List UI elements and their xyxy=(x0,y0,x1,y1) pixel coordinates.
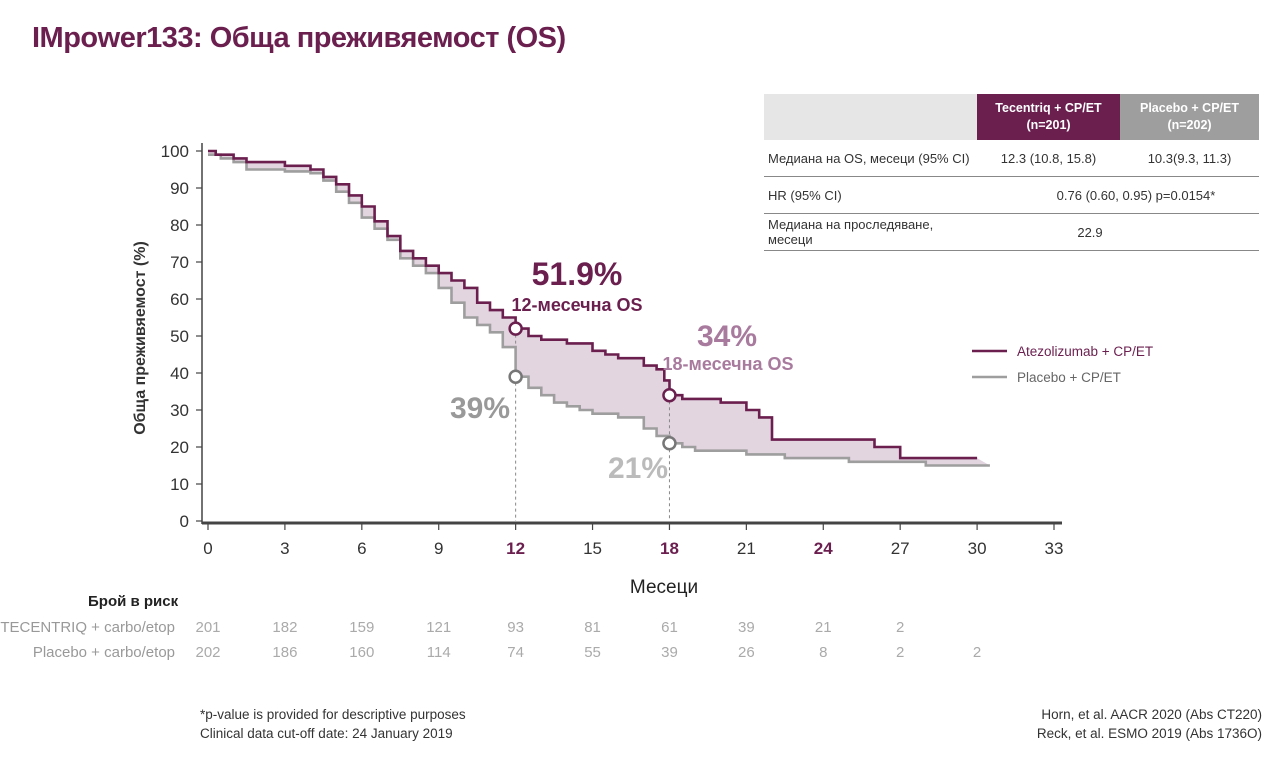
y-tick-label: 10 xyxy=(170,475,189,494)
risk-value: 26 xyxy=(738,644,755,661)
reference-reck: Reck, et al. ESMO 2019 (Abs 1736O) xyxy=(1036,726,1262,741)
x-tick-label: 6 xyxy=(357,539,366,558)
annotation-pla-18-value: 21% xyxy=(608,452,668,485)
risk-value: 39 xyxy=(738,619,755,636)
x-tick-label: 12 xyxy=(506,539,525,558)
table-header-atezolizumab: Tecentriq + CP/ET (n=201) xyxy=(977,94,1120,140)
row-atz-value: 12.3 (10.8, 15.8) xyxy=(977,140,1120,177)
y-tick-label: 20 xyxy=(170,438,189,457)
row-merged-value: 22.9 xyxy=(977,213,1259,251)
x-tick-label: 27 xyxy=(891,539,910,558)
risk-value: 39 xyxy=(661,644,678,661)
annotation-atz-18-value: 34% xyxy=(697,320,757,353)
between-curves-area xyxy=(208,151,990,466)
risk-value: 201 xyxy=(195,619,221,636)
reference-horn: Horn, et al. AACR 2020 (Abs CT220) xyxy=(1041,707,1262,722)
landmark-marker xyxy=(508,321,523,336)
x-tick-label: 18 xyxy=(660,539,679,558)
landmark-marker xyxy=(662,387,677,403)
landmark-marker xyxy=(508,369,523,384)
risk-label-placebo: Placebo + carbo/etop xyxy=(32,644,175,661)
row-pla-value: 10.3(9.3, 11.3) xyxy=(1120,140,1259,177)
footnote-left: *p-value is provided for descriptive pur… xyxy=(200,705,466,743)
x-tick-label: 15 xyxy=(583,539,602,558)
risk-value: 55 xyxy=(584,644,601,661)
row-merged-value: 0.76 (0.60, 0.95) p=0.0154* xyxy=(977,176,1259,214)
table-header-placebo: Placebo + CP/ET (n=202) xyxy=(1120,94,1259,140)
annotation-atz-12-label: 12-месечна OS xyxy=(511,295,642,315)
risk-value: 21 xyxy=(814,619,832,636)
risk-value: 2 xyxy=(896,644,905,661)
series-line-atezolizumab xyxy=(208,149,978,460)
header-atz-n: (n=201) xyxy=(1026,118,1071,132)
y-tick-label: 50 xyxy=(170,327,189,346)
legend-entry: Placebo + CP/ET xyxy=(1017,370,1121,385)
x-tick-label: 21 xyxy=(737,539,756,558)
table-header-row: Tecentriq + CP/ET (n=201) Placebo + CP/E… xyxy=(764,94,1259,140)
y-tick-label: 100 xyxy=(161,142,189,161)
page-title: IMpower133: Обща преживяемост (OS) xyxy=(32,22,566,54)
annotation-atz-18-label: 18-месечна OS xyxy=(662,354,793,374)
x-tick-label: 3 xyxy=(280,539,289,558)
risk-value: 93 xyxy=(507,619,524,636)
annotation-atz-12-value: 51.9% xyxy=(532,256,623,292)
y-tick-label: 60 xyxy=(170,290,189,309)
table-row-median-os: Медиана на OS, месеци (95% CI) 12.3 (10.… xyxy=(764,140,1259,177)
x-tick-label: 24 xyxy=(814,539,833,558)
footnote-right: Horn, et al. AACR 2020 (Abs CT220) Reck,… xyxy=(1037,705,1262,743)
risk-value: 202 xyxy=(195,644,221,661)
y-tick-label: 0 xyxy=(180,512,189,531)
row-label: Медиана на OS, месеци (95% CI) xyxy=(764,140,977,177)
y-axis-label: Обща преживяемост (%) xyxy=(132,241,149,435)
footnote-pvalue: *p-value is provided for descriptive pur… xyxy=(200,707,466,722)
results-table: Tecentriq + CP/ET (n=201) Placebo + CP/E… xyxy=(764,94,1259,251)
risk-value: 74 xyxy=(507,644,524,661)
y-tick-label: 70 xyxy=(170,253,189,272)
landmark-marker xyxy=(662,436,677,451)
risk-value: 2 xyxy=(896,619,905,636)
row-label: Медиана на проследяване, месеци xyxy=(764,213,977,251)
x-tick-label: 33 xyxy=(1045,539,1064,558)
risk-value: 61 xyxy=(661,619,678,636)
risk-value: 2 xyxy=(972,644,982,661)
header-atz-name: Tecentriq + CP/ET xyxy=(995,101,1102,115)
y-tick-label: 80 xyxy=(170,216,189,235)
y-tick-label: 30 xyxy=(170,401,189,420)
x-tick-label: 9 xyxy=(434,539,443,558)
risk-value: 182 xyxy=(272,619,298,636)
risk-value: 121 xyxy=(426,619,452,636)
table-row-hr: HR (95% CI) 0.76 (0.60, 0.95) p=0.0154* xyxy=(764,176,1259,214)
risk-value: 160 xyxy=(349,644,375,661)
header-pla-name: Placebo + CP/ET xyxy=(1140,101,1239,115)
footnote-cutoff: Clinical data cut-off date: 24 January 2… xyxy=(200,726,453,741)
table-row-followup: Медиана на проследяване, месеци 22.9 xyxy=(764,213,1259,251)
risk-value: 159 xyxy=(349,619,375,636)
risk-value: 114 xyxy=(426,644,451,661)
risk-label-tecentriq: TECENTRIQ + carbo/etop xyxy=(0,619,175,636)
risk-heading: Брой в риск xyxy=(88,593,179,610)
y-tick-label: 90 xyxy=(170,179,189,198)
x-tick-label: 30 xyxy=(968,539,987,558)
x-tick-label: 0 xyxy=(203,539,212,558)
risk-value: 81 xyxy=(584,619,601,636)
annotation-pla-12-value: 39% xyxy=(450,392,510,425)
legend-entry: Atezolizumab + CP/ET xyxy=(1017,344,1153,359)
y-tick-label: 40 xyxy=(170,364,189,383)
x-axis-label: Месеци xyxy=(630,577,698,598)
risk-value: 8 xyxy=(819,644,828,661)
header-pla-n: (n=202) xyxy=(1167,118,1212,132)
row-label: HR (95% CI) xyxy=(764,176,977,214)
risk-value: 186 xyxy=(272,644,298,661)
table-header-blank xyxy=(764,94,977,140)
